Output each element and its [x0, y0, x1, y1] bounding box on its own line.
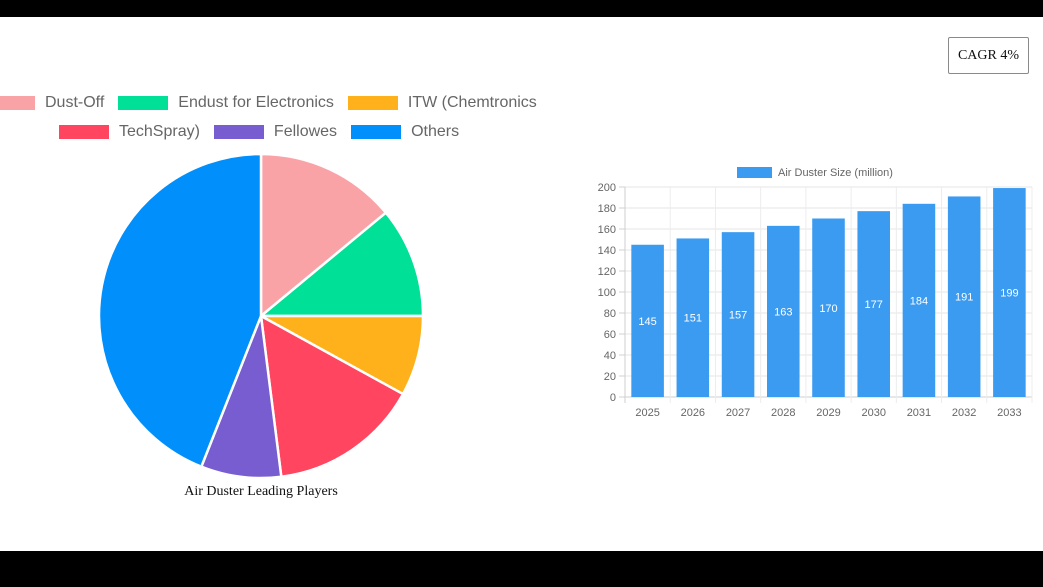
legend-swatch [59, 125, 109, 139]
legend-item-1[interactable]: Endust for Electronics [118, 94, 334, 112]
bar-data-label: 163 [774, 306, 792, 318]
bar-chart: Air Duster Size (million) 0 20 40 60 80 100 120… [598, 167, 1033, 419]
legend-label: TechSpray) [119, 123, 200, 140]
bar-2025[interactable] [631, 244, 664, 397]
bar-2033[interactable] [993, 188, 1026, 397]
legend-label: ITW (Chemtronics [407, 94, 537, 111]
x-tick-label: 2026 [681, 407, 705, 419]
bar-2027[interactable] [721, 232, 755, 397]
bar-data-label: 170 [819, 303, 837, 315]
x-tick-label: 2031 [907, 407, 931, 419]
bar-2028[interactable] [766, 225, 800, 397]
legend-swatch [213, 125, 264, 139]
y-tick-label: 140 [598, 245, 616, 257]
legend-swatch [0, 96, 35, 110]
legend-label: Dust-Off [45, 94, 105, 111]
bottom-letterbox-bar [0, 551, 1043, 587]
legend-swatch [351, 125, 402, 139]
y-tick-label: 0 [610, 392, 616, 404]
y-tick-label: 40 [604, 350, 616, 362]
legend-item-2[interactable]: ITW (Chemtronics [347, 94, 537, 112]
bar-data-label: 151 [684, 313, 702, 325]
legend-label: Endust for Electronics [178, 94, 334, 111]
pie-legend-row-1: Dust-Off Endust for Electronics ITW (Chemt… [0, 94, 551, 112]
cagr-badge[interactable]: CAGR 4% [948, 37, 1029, 74]
legend-item-3[interactable]: TechSpray) [59, 123, 200, 141]
legend-item-0[interactable]: Dust-Off [0, 94, 104, 112]
x-tick-label: 2027 [726, 407, 750, 419]
pie-chart [97, 152, 425, 480]
bar-data-label: 177 [865, 299, 883, 311]
pie-slice-techspray-[interactable] [259, 313, 405, 479]
legend-swatch [118, 96, 169, 110]
legend-item-4[interactable]: Fellowes [213, 123, 338, 141]
legend-swatch [347, 96, 398, 110]
legend-item-5[interactable]: Others [351, 123, 459, 141]
top-letterbox-bar [0, 0, 1043, 17]
bar-legend-swatch [737, 167, 772, 178]
bar-2026[interactable] [676, 238, 710, 397]
y-tick-label: 200 [598, 182, 616, 194]
bar-legend-label: Air Duster Size (million) [778, 167, 893, 179]
pie-slice-dust-off[interactable] [259, 152, 388, 319]
y-tick-label: 60 [604, 329, 616, 341]
bar-data-label: 145 [638, 316, 656, 328]
y-tick-label: 80 [604, 308, 616, 320]
y-tick-label: 120 [598, 266, 616, 278]
bar-2031[interactable] [902, 203, 936, 397]
pie-chart-title: Air Duster Leading Players [184, 484, 338, 499]
bar-data-label: 199 [1000, 288, 1018, 300]
bar-data-label: 184 [910, 295, 928, 307]
pie-legend-row-2: TechSpray) Fellowes Others [59, 123, 473, 141]
legend-label: Others [411, 123, 460, 140]
pie-slice-others[interactable] [97, 152, 263, 469]
x-tick-label: 2025 [635, 407, 659, 419]
bar-2029[interactable] [812, 218, 845, 398]
y-tick-label: 180 [598, 203, 616, 215]
bar-2030[interactable] [857, 211, 891, 397]
x-tick-label: 2028 [771, 407, 795, 419]
x-tick-label: 2029 [816, 407, 840, 419]
bar-data-label: 191 [955, 292, 973, 304]
x-tick-label: 2030 [861, 407, 885, 419]
y-tick-label: 100 [598, 287, 616, 299]
pie-slice-endust-for-electronics[interactable] [257, 210, 425, 318]
x-tick-label: 2032 [952, 407, 976, 419]
y-tick-label: 160 [598, 224, 616, 236]
x-tick-label: 2033 [997, 407, 1021, 419]
bar-data-label: 157 [729, 310, 747, 322]
bar-legend[interactable]: Air Duster Size (million) [737, 167, 893, 179]
legend-label: Fellowes [273, 123, 338, 140]
bar-2032[interactable] [947, 196, 981, 397]
y-tick-label: 20 [604, 371, 616, 383]
